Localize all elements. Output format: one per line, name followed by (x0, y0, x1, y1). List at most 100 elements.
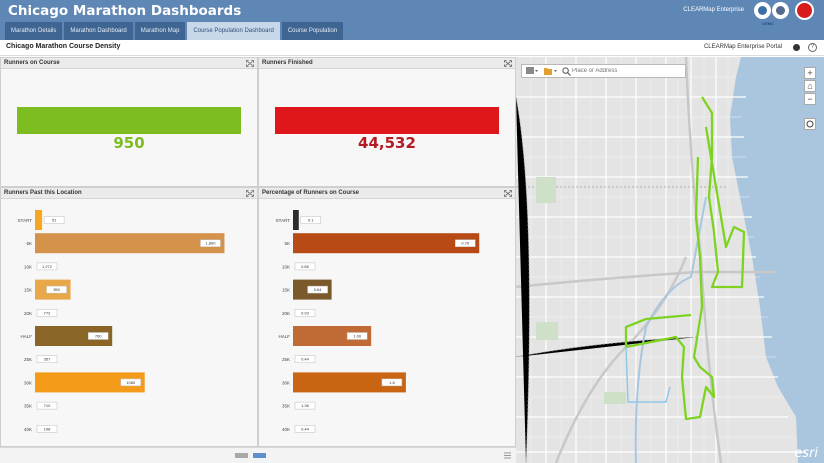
value-label: 1.8 (389, 380, 395, 385)
category-label: START (276, 218, 291, 223)
help-icon[interactable]: ? (808, 43, 817, 52)
bar-start[interactable] (293, 210, 299, 230)
bar-half[interactable] (35, 326, 113, 346)
value-label: 1,860 (205, 241, 216, 246)
value-label: 0.64 (314, 287, 323, 292)
page-indicator-1[interactable] (235, 453, 248, 458)
category-label: 15K (282, 288, 290, 293)
category-label: 25K (282, 357, 290, 362)
value-label-box (36, 262, 58, 271)
value-label-box (381, 378, 403, 387)
category-label: 10K (24, 264, 32, 269)
dashboard-tabs: Marathon Details Marathon Dashboard Mara… (5, 22, 344, 40)
value-label: 0.1 (308, 218, 314, 223)
expand-icon[interactable] (504, 190, 512, 197)
expand-icon[interactable] (246, 60, 254, 67)
course-map[interactable]: + ⌂ − esri (516, 57, 824, 463)
locate-button[interactable] (804, 118, 816, 130)
tab-marathon-details[interactable]: Marathon Details (5, 22, 63, 40)
value-label-box (294, 309, 316, 317)
bar-30k[interactable] (35, 372, 145, 393)
fire-department-logo-icon (795, 1, 814, 20)
portal-link[interactable]: CLEARMap Enterprise Portal (703, 44, 782, 50)
value-label-box (36, 355, 58, 363)
value-label-box (36, 401, 58, 410)
runners-past-chart: START 51 5K 1,860 10K 1,272 15K 350 20K 772 HALF 76… (18, 210, 225, 433)
category-label: 30K (282, 380, 290, 385)
oemc-logo-icon (754, 2, 771, 19)
value-label: 1.00 (353, 334, 362, 339)
value-label: 1.36 (301, 403, 310, 408)
category-label: 30K (24, 380, 32, 385)
police-seal-icon (772, 2, 789, 19)
page-indicator-2[interactable] (253, 453, 266, 458)
percentage-chart: START 0.1 5K 0.76 10K 0.86 15K 0.64 20K 0.93 HALF 1… (276, 210, 480, 433)
user-avatar-icon[interactable] (793, 44, 800, 51)
category-label: 40K (282, 427, 290, 432)
locate-icon (806, 120, 814, 128)
expand-icon[interactable] (504, 60, 512, 67)
panel-title: Percentage of Runners on Course (262, 190, 360, 196)
tab-course-population[interactable]: Course Population (281, 22, 344, 40)
category-label: 35K (282, 404, 290, 409)
bar-start[interactable] (35, 210, 43, 230)
value-label: 357 (44, 357, 51, 362)
page-title: Chicago Marathon Course Density (6, 43, 121, 50)
value-label: 198 (44, 426, 51, 431)
value-label-box (454, 239, 476, 247)
category-label: 5K (26, 241, 32, 246)
value-label: 0.44 (301, 426, 310, 431)
bar-half[interactable] (293, 326, 372, 346)
zoom-out-button[interactable]: − (804, 93, 816, 105)
value-label: 772 (44, 310, 51, 315)
value-label: 1,272 (42, 264, 53, 269)
value-label-box (294, 262, 316, 271)
runners-past-location-panel: Runners Past this Location START 51 5K 1,86… (0, 187, 258, 447)
category-label: 5K (284, 241, 290, 246)
value-label-box (120, 378, 141, 387)
bar-5k[interactable] (35, 233, 225, 254)
panel-title: Runners on Course (4, 60, 60, 66)
tab-marathon-map[interactable]: Marathon Map (134, 22, 186, 40)
grid-menu-icon[interactable] (504, 452, 511, 459)
bar-5k[interactable] (293, 233, 480, 254)
value-label-box (36, 425, 58, 433)
esri-logo: esri (794, 446, 818, 461)
app-header: Chicago Marathon Dashboards CLEARMap Ent… (0, 0, 824, 40)
oemc-label: OEMC (762, 21, 774, 26)
value-label: 760 (95, 334, 102, 339)
layers-icon[interactable] (526, 67, 538, 76)
category-label: HALF (278, 334, 290, 339)
value-label: 350 (53, 287, 60, 292)
value-label: 1080 (126, 380, 136, 385)
runners-on-course-panel: Runners on Course 950 (0, 57, 258, 187)
expand-icon[interactable] (246, 190, 254, 197)
value-label: 0.76 (461, 241, 470, 246)
category-label: 40K (24, 427, 32, 432)
place-search-input[interactable] (572, 66, 684, 76)
panel-header: Percentage of Runners on Course (259, 188, 515, 199)
category-label: 20K (282, 311, 290, 316)
map-canvas (516, 57, 824, 463)
tab-marathon-dashboard[interactable]: Marathon Dashboard (64, 22, 133, 40)
value-label-box (307, 285, 328, 294)
percentage-on-course-panel: Percentage of Runners on Course START 0.1… (258, 187, 516, 447)
value-label: 710 (44, 403, 51, 408)
category-label: 15K (24, 288, 32, 293)
panel-header: Runners Past this Location (1, 188, 257, 199)
value-label-box (294, 425, 316, 433)
zoom-in-button[interactable]: + (804, 67, 816, 79)
value-label: 0.86 (301, 264, 310, 269)
folder-icon[interactable] (544, 67, 557, 76)
runners-finished-panel: Runners Finished 44,532 (258, 57, 516, 187)
runners-on-course-bar (17, 107, 241, 134)
runners-finished-bar (275, 107, 499, 134)
tab-course-population-dashboard[interactable]: Course Population Dashboard (187, 22, 280, 40)
category-label: 35K (24, 404, 32, 409)
home-button[interactable]: ⌂ (804, 80, 816, 92)
value-label-box (300, 216, 322, 224)
panel-title: Runners Past this Location (4, 190, 82, 196)
value-label-box (46, 285, 67, 294)
category-label: 25K (24, 357, 32, 362)
bar-30k[interactable] (293, 372, 406, 393)
